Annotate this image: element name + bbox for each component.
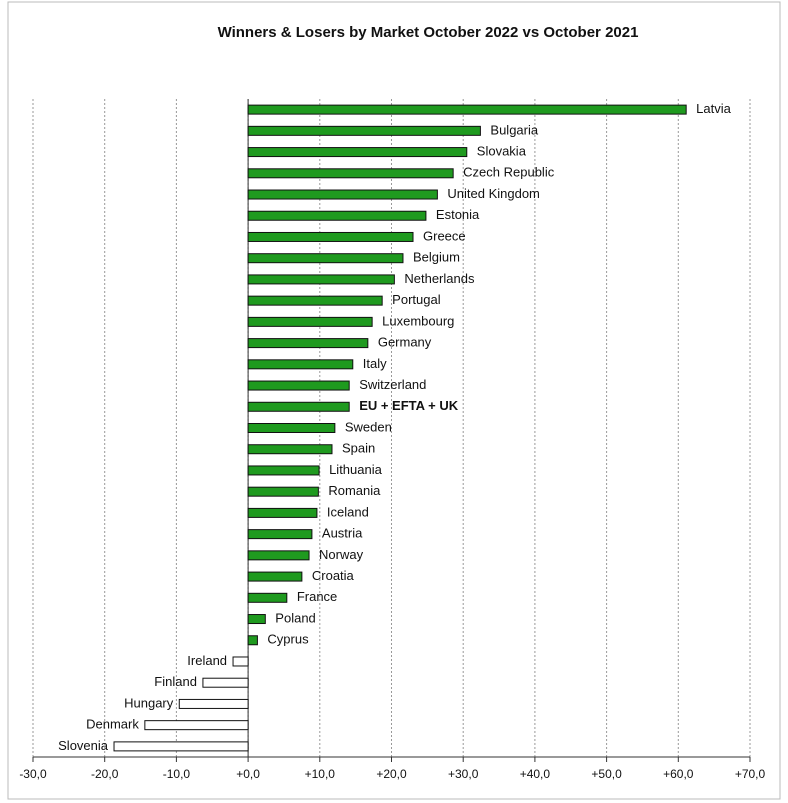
bar bbox=[247, 359, 354, 370]
bar bbox=[247, 423, 336, 433]
category-label: Germany bbox=[378, 335, 432, 350]
x-tick-label: +40,0 bbox=[520, 767, 551, 781]
bar bbox=[247, 147, 468, 158]
bar bbox=[247, 253, 404, 264]
category-label: Croatia bbox=[312, 568, 355, 583]
bar bbox=[247, 295, 383, 306]
x-tick-label: +10,0 bbox=[305, 767, 336, 781]
category-label: Italy bbox=[363, 356, 387, 371]
category-label: Luxembourg bbox=[382, 313, 454, 328]
bar bbox=[247, 529, 313, 540]
bar bbox=[247, 104, 687, 115]
category-label: Slovenia bbox=[58, 738, 109, 753]
category-label: Norway bbox=[319, 547, 364, 562]
bar bbox=[144, 720, 249, 731]
category-label: Czech Republic bbox=[463, 165, 555, 180]
bar bbox=[247, 465, 320, 476]
bar bbox=[247, 571, 303, 582]
x-tick-label: +60,0 bbox=[663, 767, 694, 781]
bar bbox=[247, 614, 266, 625]
category-label: Finland bbox=[154, 674, 197, 689]
x-tick-label: -10,0 bbox=[163, 767, 191, 781]
bar bbox=[113, 741, 249, 752]
category-label: United Kingdom bbox=[447, 186, 540, 201]
bar bbox=[247, 550, 310, 561]
bar bbox=[247, 316, 373, 327]
bar bbox=[247, 401, 350, 412]
x-tick-label: +20,0 bbox=[376, 767, 407, 781]
bar bbox=[247, 444, 333, 455]
bar bbox=[247, 168, 454, 179]
bar bbox=[247, 635, 258, 646]
category-label: Cyprus bbox=[267, 632, 309, 647]
category-label: Spain bbox=[342, 441, 375, 456]
category-label: Greece bbox=[423, 228, 466, 243]
category-label: Lithuania bbox=[329, 462, 383, 477]
x-tick-label: +30,0 bbox=[448, 767, 479, 781]
bar bbox=[247, 507, 318, 518]
category-label: Poland bbox=[275, 610, 315, 625]
category-label: Hungary bbox=[124, 695, 174, 710]
bar bbox=[247, 338, 369, 349]
category-label: EU + EFTA + UK bbox=[359, 398, 459, 413]
category-label: Denmark bbox=[86, 717, 139, 732]
bar bbox=[247, 592, 288, 603]
chart-title: Winners & Losers by Market October 2022 … bbox=[218, 24, 639, 41]
category-label: Netherlands bbox=[404, 271, 475, 286]
category-label: Ireland bbox=[187, 653, 227, 668]
category-label: Portugal bbox=[392, 292, 441, 307]
x-tick-label: +70,0 bbox=[735, 767, 766, 781]
bar bbox=[178, 698, 249, 709]
category-label: Estonia bbox=[436, 207, 480, 222]
bar bbox=[247, 380, 350, 391]
category-label: Austria bbox=[322, 526, 363, 541]
category-label: Switzerland bbox=[359, 377, 426, 392]
bar bbox=[247, 231, 414, 242]
bar bbox=[247, 486, 319, 497]
bar bbox=[247, 274, 395, 285]
x-tick-label: +50,0 bbox=[591, 767, 622, 781]
x-tick-label: -20,0 bbox=[91, 767, 119, 781]
bar bbox=[247, 189, 438, 200]
x-tick-label: -30,0 bbox=[19, 767, 47, 781]
category-label: Bulgaria bbox=[490, 122, 538, 137]
category-label: Latvia bbox=[696, 101, 731, 116]
bar bbox=[202, 677, 249, 688]
category-label: Romania bbox=[328, 483, 381, 498]
x-tick-label: +0,0 bbox=[236, 767, 260, 781]
category-label: Iceland bbox=[327, 504, 369, 519]
category-label: Belgium bbox=[413, 250, 460, 265]
bar bbox=[247, 125, 481, 136]
category-label: France bbox=[297, 589, 337, 604]
bar bbox=[232, 656, 249, 667]
category-label: Sweden bbox=[345, 419, 392, 434]
category-label: Slovakia bbox=[477, 144, 527, 159]
bar bbox=[247, 210, 427, 221]
chart-frame bbox=[7, 1, 781, 800]
